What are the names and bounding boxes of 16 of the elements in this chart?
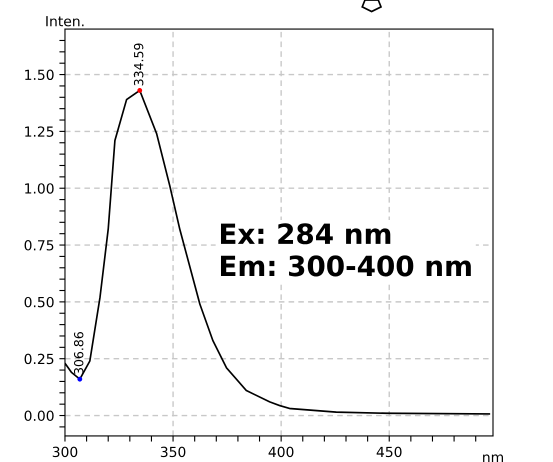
y-tick-label: 0.25 xyxy=(24,354,54,364)
y-tick-label: 1.50 xyxy=(25,70,54,80)
y-tick-label: 0.00 xyxy=(24,410,54,422)
y-tick-label: 1.25 xyxy=(25,126,54,137)
x-tick-label: 450 xyxy=(376,446,402,458)
annotation: 306.86 xyxy=(74,332,84,374)
annotation: 334.59 xyxy=(134,43,144,86)
y-tick-label: 0.50 xyxy=(24,296,54,308)
x-tick-label: 300 xyxy=(52,446,78,458)
y-axis-title: Inten. xyxy=(46,16,84,26)
x-tick-label: 400 xyxy=(268,446,294,458)
y-tick-label: 0.75 xyxy=(24,240,54,251)
y-tick-label: 1.00 xyxy=(25,183,54,194)
x-tick-label: 350 xyxy=(160,446,186,458)
x-axis-title: nm xyxy=(483,454,503,462)
annotation: Ex: 284 nm Em: 300-400 nm xyxy=(220,223,471,276)
